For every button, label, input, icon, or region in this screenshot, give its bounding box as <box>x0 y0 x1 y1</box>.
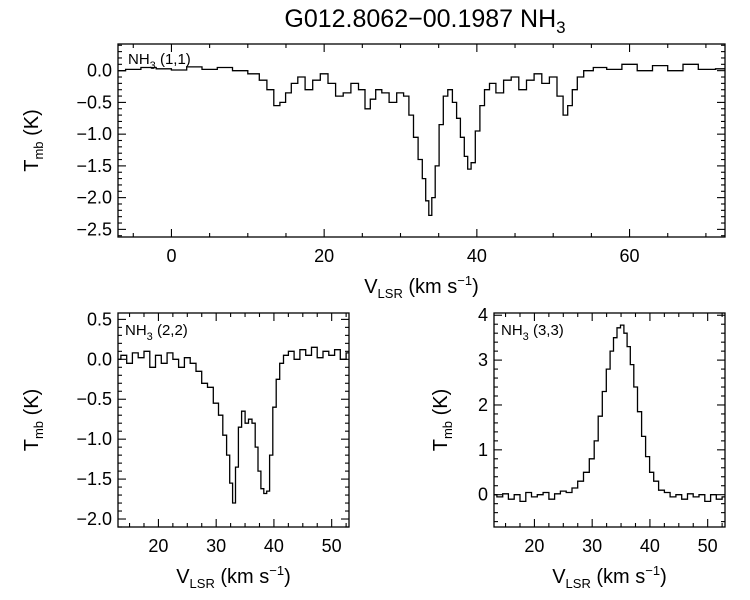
panel-label: NH3 (3,3) <box>501 322 564 343</box>
y-axis-label: Tmb (K) <box>21 389 46 452</box>
y-tick-label: −1.0 <box>76 429 112 449</box>
panel-label: NH3 (1,1) <box>128 51 191 72</box>
y-tick-label: 0.0 <box>87 61 112 81</box>
y-tick-label: −2.0 <box>76 188 112 208</box>
y-axis-label: Tmb (K) <box>21 109 46 172</box>
x-tick-label: 40 <box>467 246 487 266</box>
spectrum-line <box>494 324 725 503</box>
y-tick-label: 1 <box>478 440 488 460</box>
panel-nh3-3-3: 20 30 40 50 0 1 2 3 4 NH3 (3,3) VLSR (km s−1) Tmb (… <box>430 305 726 591</box>
plot-frame <box>117 43 726 238</box>
x-tick-label: 50 <box>322 536 342 556</box>
plot-frame <box>117 312 350 528</box>
x-axis-label: VLSR (km s−1) <box>364 273 479 301</box>
x-tick-label: 20 <box>314 246 334 266</box>
x-axis-label: VLSR (km s−1) <box>176 563 291 591</box>
y-tick-label: −2.0 <box>76 509 112 529</box>
spectrum-line <box>118 63 725 217</box>
y-tick-label: 0.5 <box>87 309 112 329</box>
figure-title: G012.8062−00.1987 NH3 <box>284 5 565 37</box>
y-tick-label: −1.5 <box>76 469 112 489</box>
x-tick-label: 30 <box>206 536 226 556</box>
x-tick-label: 30 <box>582 536 602 556</box>
x-tick-label: 50 <box>698 536 718 556</box>
y-tick-label: −0.5 <box>76 92 112 112</box>
x-tick-label: 40 <box>264 536 284 556</box>
panel-nh3-2-2: 20 30 40 50 0.5 0.0 −0.5 −1.0 −1.5 −2.0 NH3 (2,2) V… <box>21 309 350 591</box>
plot-frame <box>493 312 726 528</box>
y-tick-label: −2.5 <box>76 219 112 239</box>
panel-label: NH3 (2,2) <box>125 322 188 343</box>
x-tick-label: 20 <box>524 536 544 556</box>
x-tick-label: 40 <box>640 536 660 556</box>
y-tick-label: −1.5 <box>76 156 112 176</box>
y-axis-label: Tmb (K) <box>430 389 455 452</box>
y-tick-label: −1.0 <box>76 124 112 144</box>
panel-nh3-1-1: 0 20 40 60 0.0 −0.5 −1.0 −1.5 −2.0 −2.5 NH3 (1,1) V… <box>21 43 726 301</box>
x-tick-label: 20 <box>148 536 168 556</box>
y-tick-label: 4 <box>478 305 488 325</box>
y-tick-label: 0 <box>478 485 488 505</box>
y-tick-label: 2 <box>478 395 488 415</box>
spectrum-line <box>118 346 349 504</box>
x-axis-label: VLSR (km s−1) <box>552 563 667 591</box>
x-tick-label: 0 <box>166 246 176 266</box>
y-tick-label: 3 <box>478 350 488 370</box>
y-tick-label: −0.5 <box>76 389 112 409</box>
x-tick-label: 60 <box>620 246 640 266</box>
y-tick-label: 0.0 <box>87 349 112 369</box>
